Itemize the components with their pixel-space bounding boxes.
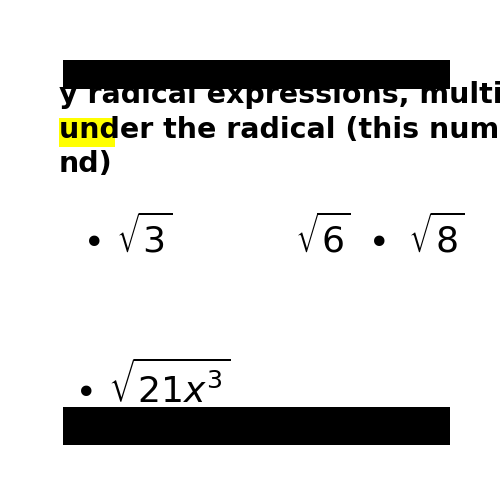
Text: $\bullet\ \sqrt{3}$: $\bullet\ \sqrt{3}$ [82, 214, 172, 260]
Bar [62, 406, 450, 445]
Text: nd): nd) [58, 150, 112, 178]
Bar [62, 60, 450, 89]
Text: y radical expressions, multiply: y radical expressions, multiply [58, 81, 500, 109]
Text: $\bullet\ \sqrt{21x^3}$: $\bullet\ \sqrt{21x^3}$ [74, 360, 231, 410]
Text: under the radical (this number: under the radical (this number [58, 116, 500, 144]
Text: $\sqrt{6}\ \bullet\ \sqrt{8}$: $\sqrt{6}\ \bullet\ \sqrt{8}$ [295, 214, 465, 260]
Bar [58, 118, 115, 146]
